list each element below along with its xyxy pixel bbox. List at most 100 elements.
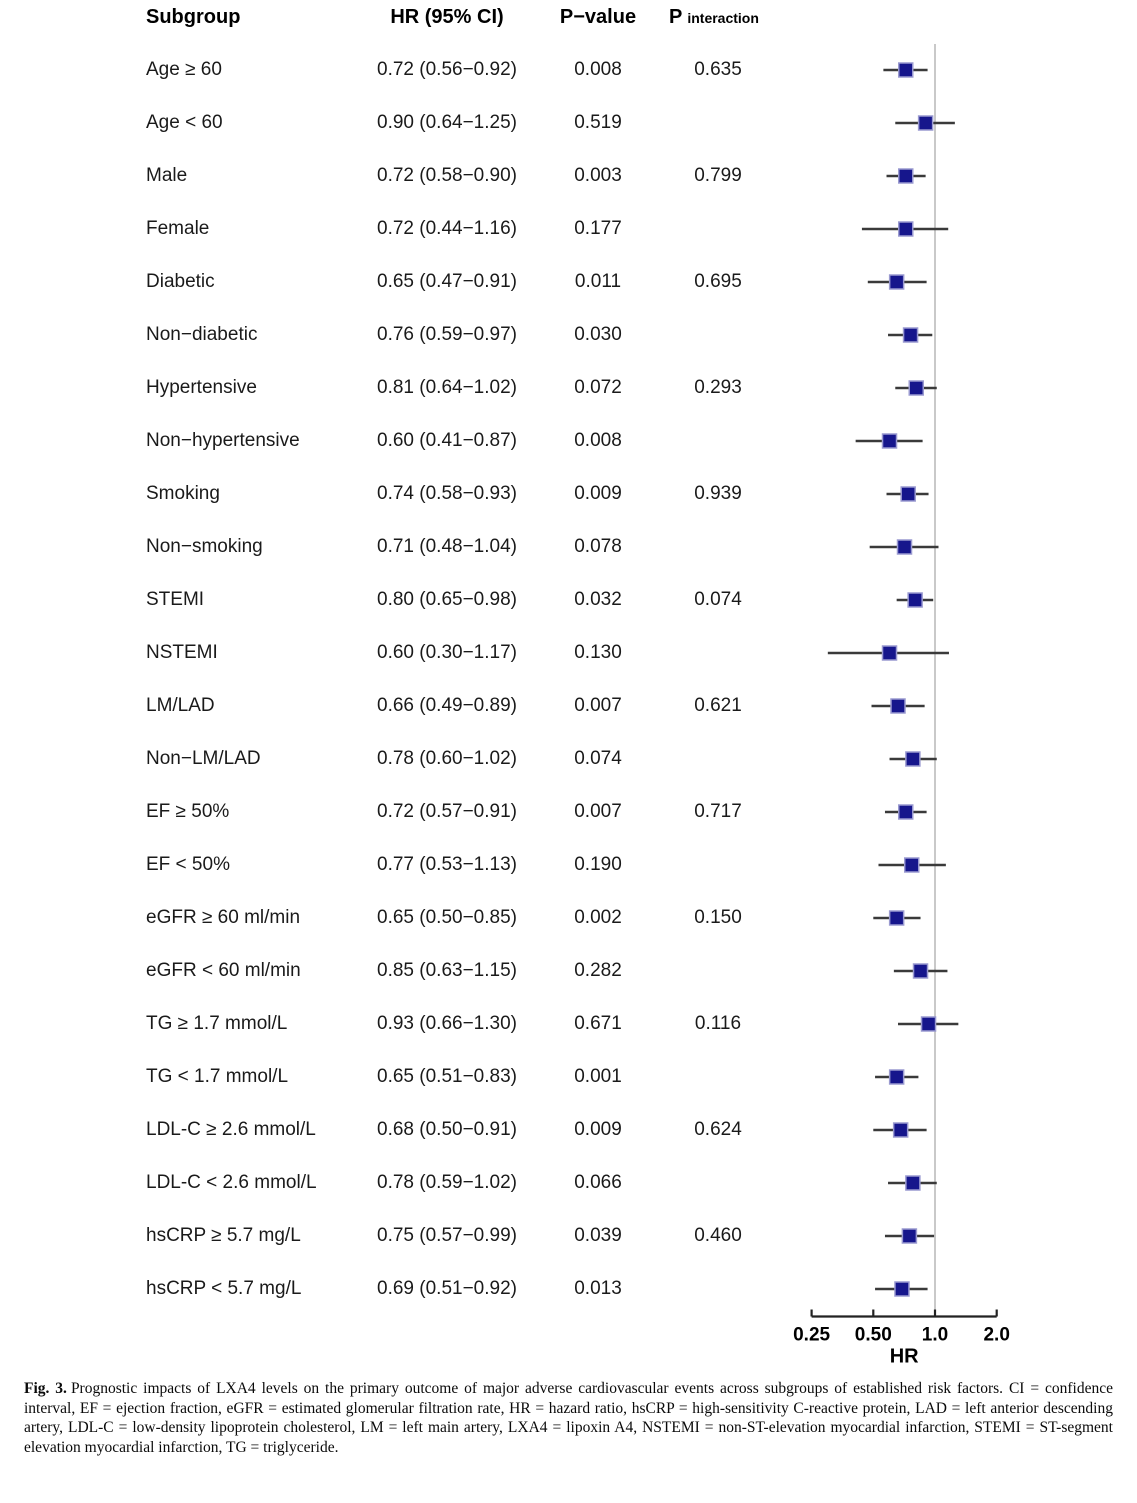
- p-value: 0.030: [574, 324, 622, 345]
- p-value: 0.009: [574, 1119, 622, 1140]
- hr-marker: [888, 274, 905, 290]
- hr-marker: [881, 433, 898, 449]
- hr-marker: [902, 327, 919, 343]
- p-value: 0.003: [574, 165, 622, 186]
- p-interaction-value: 0.624: [694, 1119, 742, 1140]
- hr-ci-value: 0.68 (0.50−0.91): [377, 1119, 517, 1140]
- p-value: 0.007: [574, 695, 622, 716]
- x-tick-label: 2.0: [983, 1325, 1009, 1346]
- hr-marker: [901, 1228, 918, 1244]
- hr-ci-value: 0.81 (0.64−1.02): [377, 377, 517, 398]
- table-row: EF < 50% 0.77 (0.53−1.13) 0.190: [0, 852, 1137, 878]
- subgroup-label: Female: [146, 218, 210, 239]
- hr-ci-value: 0.69 (0.51−0.92): [377, 1278, 517, 1299]
- subgroup-label: EF ≥ 50%: [146, 801, 230, 822]
- hr-marker: [917, 115, 934, 131]
- hr-ci-value: 0.78 (0.59−1.02): [377, 1172, 517, 1193]
- subgroup-label: LDL-C < 2.6 mmol/L: [146, 1172, 317, 1193]
- x-tick-label: 0.25: [793, 1325, 830, 1346]
- p-value: 0.008: [574, 430, 622, 451]
- x-tick-label: 0.50: [855, 1325, 892, 1346]
- table-row: LDL-C ≥ 2.6 mmol/L 0.68 (0.50−0.91) 0.009 0…: [0, 1117, 1137, 1143]
- p-value: 0.282: [574, 960, 622, 981]
- subgroup-label: STEMI: [146, 589, 205, 610]
- hr-marker: [881, 645, 898, 661]
- hr-ci-value: 0.72 (0.56−0.92): [377, 59, 517, 80]
- hr-marker: [888, 910, 905, 926]
- p-value: 0.011: [574, 271, 622, 292]
- hr-ci-value: 0.72 (0.57−0.91): [377, 801, 517, 822]
- column-header-hr-ci: HR (95% CI): [390, 6, 504, 28]
- hr-ci-value: 0.71 (0.48−1.04): [377, 536, 517, 557]
- p-interaction-value: 0.695: [694, 271, 742, 292]
- hr-ci-value: 0.80 (0.65−0.98): [377, 589, 517, 610]
- p-value: 0.039: [574, 1225, 622, 1246]
- table-row: LDL-C < 2.6 mmol/L 0.78 (0.59−1.02) 0.066: [0, 1170, 1137, 1196]
- subgroup-label: TG ≥ 1.7 mmol/L: [146, 1013, 288, 1034]
- hr-ci-value: 0.72 (0.58−0.90): [377, 165, 517, 186]
- table-row: hsCRP ≥ 5.7 mg/L 0.75 (0.57−0.99) 0.039 0.4…: [0, 1223, 1137, 1249]
- hr-marker: [903, 857, 920, 873]
- p-value: 0.078: [574, 536, 622, 557]
- p-interaction-value: 0.150: [694, 907, 742, 928]
- subgroup-label: eGFR < 60 ml/min: [146, 960, 301, 981]
- column-header-subgroup: Subgroup: [146, 6, 241, 28]
- subgroup-label: Smoking: [146, 483, 220, 504]
- hr-ci-value: 0.60 (0.41−0.87): [377, 430, 517, 451]
- hr-marker: [898, 221, 914, 237]
- p-value: 0.013: [574, 1278, 622, 1299]
- hr-ci-value: 0.65 (0.50−0.85): [377, 907, 517, 928]
- p-value: 0.009: [574, 483, 622, 504]
- table-row: Diabetic 0.65 (0.47−0.91) 0.011 0.695: [0, 269, 1137, 295]
- hr-ci-value: 0.90 (0.64−1.25): [377, 112, 517, 133]
- subgroup-label: Male: [146, 165, 188, 186]
- p-value: 0.066: [574, 1172, 622, 1193]
- p-value: 0.072: [574, 377, 622, 398]
- hr-ci-value: 0.75 (0.57−0.99): [377, 1225, 517, 1246]
- hr-ci-value: 0.65 (0.51−0.83): [377, 1066, 517, 1087]
- table-row: Female 0.72 (0.44−1.16) 0.177: [0, 216, 1137, 242]
- subgroup-label: EF < 50%: [146, 854, 230, 875]
- hr-marker: [890, 698, 906, 714]
- hr-marker: [900, 486, 916, 502]
- table-row: Age ≥ 60 0.72 (0.56−0.92) 0.008 0.635: [0, 57, 1137, 83]
- hr-marker: [905, 751, 921, 767]
- hr-ci-value: 0.72 (0.44−1.16): [377, 218, 517, 239]
- hr-ci-value: 0.65 (0.47−0.91): [377, 271, 517, 292]
- p-interaction-value: 0.799: [694, 165, 742, 186]
- hr-marker: [894, 1281, 910, 1297]
- subgroup-label: Non−LM/LAD: [146, 748, 261, 769]
- subgroup-label: Non−smoking: [146, 536, 263, 557]
- hr-ci-value: 0.93 (0.66−1.30): [377, 1013, 517, 1034]
- hr-ci-value: 0.60 (0.30−1.17): [377, 642, 517, 663]
- table-row: Male 0.72 (0.58−0.90) 0.003 0.799: [0, 163, 1137, 189]
- subgroup-label: LDL-C ≥ 2.6 mmol/L: [146, 1119, 316, 1140]
- p-value: 0.002: [574, 907, 622, 928]
- hr-ci-value: 0.77 (0.53−1.13): [377, 854, 517, 875]
- table-row: Non−smoking 0.71 (0.48−1.04) 0.078: [0, 534, 1137, 560]
- table-row: eGFR ≥ 60 ml/min 0.65 (0.50−0.85) 0.002 0.1…: [0, 905, 1137, 931]
- p-value: 0.032: [574, 589, 622, 610]
- p-interaction-value: 0.074: [694, 589, 742, 610]
- subgroup-label: hsCRP ≥ 5.7 mg/L: [146, 1225, 301, 1246]
- subgroup-label: hsCRP < 5.7 mg/L: [146, 1278, 302, 1299]
- figure-caption-text: Prognostic impacts of LXA4 levels on the…: [24, 1380, 1113, 1456]
- subgroup-label: Non−hypertensive: [146, 430, 300, 451]
- subgroup-label: Age ≥ 60: [146, 59, 222, 80]
- p-value: 0.007: [574, 801, 622, 822]
- table-row: Non−diabetic 0.76 (0.59−0.97) 0.030: [0, 322, 1137, 348]
- x-tick-label: 1.0: [922, 1325, 948, 1346]
- hr-marker: [908, 380, 924, 396]
- table-row: TG < 1.7 mmol/L 0.65 (0.51−0.83) 0.001: [0, 1064, 1137, 1090]
- forest-plot-canvas: 0.25 0.50 1.0 2.0 HR: [793, 44, 1010, 1368]
- p-value: 0.074: [574, 748, 622, 769]
- p-interaction-header-main: P: [669, 6, 683, 28]
- subgroup-label: Diabetic: [146, 271, 215, 292]
- hr-marker: [898, 168, 914, 184]
- hr-marker: [912, 963, 929, 979]
- subgroup-label: Non−diabetic: [146, 324, 258, 345]
- hr-marker: [888, 1069, 905, 1085]
- hr-marker: [898, 62, 914, 78]
